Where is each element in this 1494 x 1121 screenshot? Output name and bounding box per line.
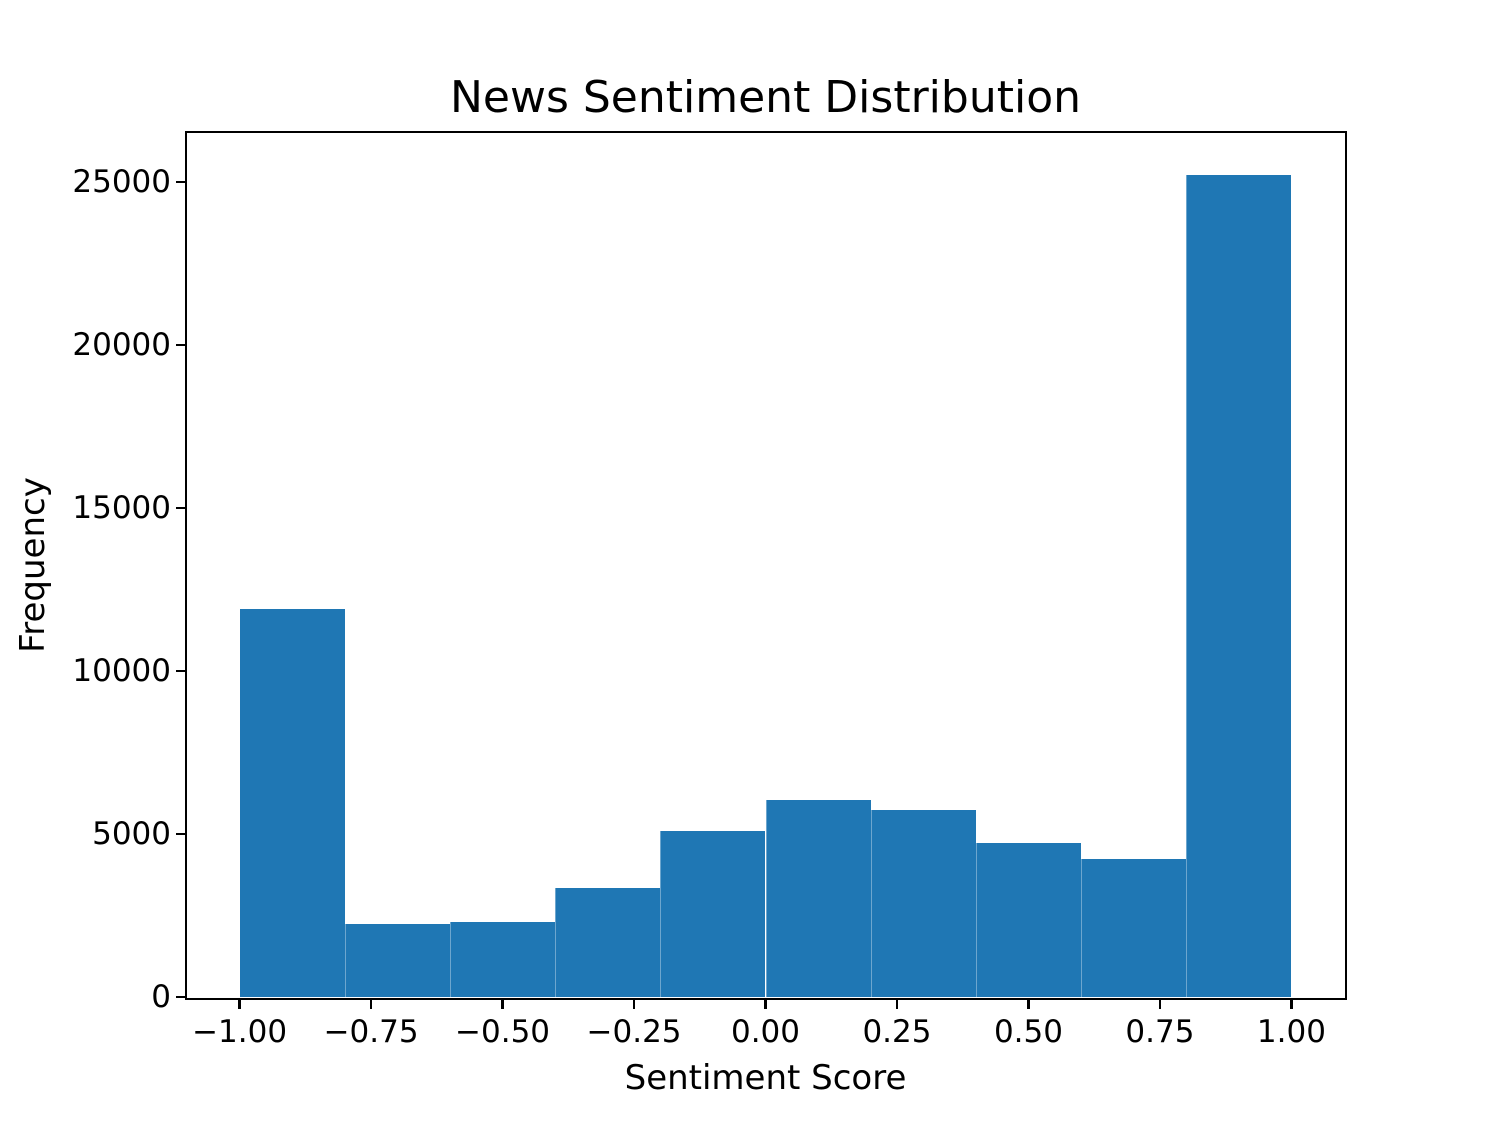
y-tick-mark <box>175 669 185 673</box>
histogram-bar <box>344 924 450 997</box>
x-tick-label: 0.50 <box>993 1014 1063 1050</box>
x-tick-mark <box>369 999 373 1009</box>
x-tick-label: 0.25 <box>862 1014 932 1050</box>
histogram-bar <box>1186 175 1292 997</box>
x-tick-label: −0.75 <box>323 1014 419 1050</box>
histogram-bar <box>870 810 976 997</box>
y-tick-label: 15000 <box>72 489 171 526</box>
histogram-bar <box>1081 859 1187 997</box>
y-tick-mark <box>175 343 185 347</box>
x-tick-mark <box>238 999 241 1009</box>
x-tick-mark <box>1158 999 1162 1009</box>
x-tick-mark <box>632 999 636 1009</box>
histogram-bar <box>239 609 345 997</box>
x-axis-label: Sentiment Score <box>624 1058 907 1098</box>
y-tick-label: 0 <box>151 979 171 1015</box>
x-tick-label: 1.00 <box>1256 1014 1326 1050</box>
x-tick-mark <box>1027 999 1030 1009</box>
y-tick-label: 5000 <box>92 815 171 852</box>
y-tick-mark <box>175 995 185 999</box>
histogram-bar <box>449 921 556 997</box>
y-tick-label: 10000 <box>72 652 171 689</box>
x-tick-mark <box>1290 999 1293 1009</box>
y-tick-mark <box>175 506 185 510</box>
chart-title: News Sentiment Distribution <box>450 72 1081 123</box>
y-tick-mark <box>175 832 185 836</box>
x-tick-label: 0.00 <box>730 1014 801 1050</box>
histogram-bar <box>975 843 1082 997</box>
x-tick-label: −1.00 <box>192 1014 288 1050</box>
histogram-bar <box>660 831 766 997</box>
y-axis-label: Frequency <box>13 477 53 653</box>
x-tick-mark <box>764 999 767 1009</box>
histogram-bar <box>555 888 661 997</box>
x-tick-label: −0.50 <box>455 1014 551 1050</box>
y-tick-mark <box>175 180 185 184</box>
y-tick-label: 20000 <box>72 326 171 363</box>
histogram-bar <box>765 800 871 997</box>
x-tick-mark <box>895 999 899 1009</box>
plot-area <box>187 133 1344 997</box>
x-tick-label: 0.75 <box>1125 1014 1195 1050</box>
x-tick-mark <box>501 999 504 1009</box>
y-tick-label: 25000 <box>72 163 171 200</box>
x-tick-label: −0.25 <box>586 1014 682 1050</box>
